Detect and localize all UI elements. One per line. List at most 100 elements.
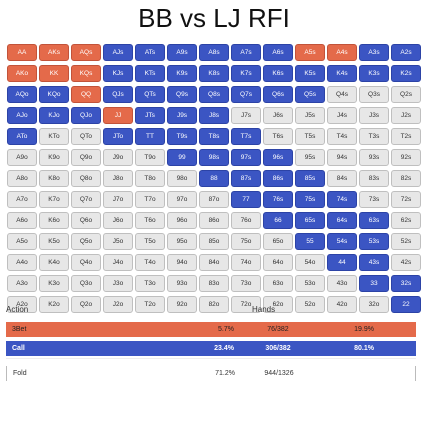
hand-cell[interactable]: K4s xyxy=(327,65,357,82)
hand-cell[interactable]: A3o xyxy=(7,275,37,292)
hand-cell[interactable]: J3o xyxy=(103,275,133,292)
hand-cell[interactable]: Q2o xyxy=(71,296,101,313)
hand-cell[interactable]: A9o xyxy=(7,149,37,166)
hand-cell[interactable]: J7s xyxy=(231,107,261,124)
hand-cell[interactable]: T4s xyxy=(327,128,357,145)
hand-cell[interactable]: ATs xyxy=(135,44,165,61)
hand-cell[interactable]: 64o xyxy=(263,254,293,271)
hand-cell[interactable]: 76s xyxy=(263,191,293,208)
hand-cell[interactable]: J9o xyxy=(103,149,133,166)
hand-cell[interactable]: 66 xyxy=(263,212,293,229)
hand-cell[interactable]: 72s xyxy=(391,191,421,208)
hand-cell[interactable]: 22 xyxy=(391,296,421,313)
hand-cell[interactable]: K7s xyxy=(231,65,261,82)
hand-cell[interactable]: 85s xyxy=(295,170,325,187)
hand-cell[interactable]: T6o xyxy=(135,212,165,229)
hand-cell[interactable]: 93o xyxy=(167,275,197,292)
hand-cell[interactable]: Q8s xyxy=(199,86,229,103)
hand-cell[interactable]: QJs xyxy=(103,86,133,103)
hand-cell[interactable]: Q4s xyxy=(327,86,357,103)
hand-cell[interactable]: T9o xyxy=(135,149,165,166)
action-row-3bet[interactable]: 3Bet 5.7% 76/382 19.9% xyxy=(6,322,416,337)
hand-cell[interactable]: 52s xyxy=(391,233,421,250)
hand-cell[interactable]: 94s xyxy=(327,149,357,166)
hand-cell[interactable]: T5s xyxy=(295,128,325,145)
hand-cell[interactable]: AJo xyxy=(7,107,37,124)
hand-cell[interactable]: 62s xyxy=(391,212,421,229)
hand-cell[interactable]: K2s xyxy=(391,65,421,82)
hand-cell[interactable]: Q7s xyxy=(231,86,261,103)
hand-cell[interactable]: KJs xyxy=(103,65,133,82)
hand-cell[interactable]: AQo xyxy=(7,86,37,103)
hand-cell[interactable]: J4s xyxy=(327,107,357,124)
hand-cell[interactable]: KQo xyxy=(39,86,69,103)
hand-cell[interactable]: 63o xyxy=(263,275,293,292)
hand-cell[interactable]: JTo xyxy=(103,128,133,145)
hand-cell[interactable]: 94o xyxy=(167,254,197,271)
hand-cell[interactable]: K8o xyxy=(39,170,69,187)
hand-cell[interactable]: JJ xyxy=(103,107,133,124)
hand-cell[interactable]: Q6s xyxy=(263,86,293,103)
hand-cell[interactable]: K3s xyxy=(359,65,389,82)
hand-cell[interactable]: A2o xyxy=(7,296,37,313)
hand-cell[interactable]: 82o xyxy=(199,296,229,313)
hand-cell[interactable]: J5o xyxy=(103,233,133,250)
hand-cell[interactable]: A5o xyxy=(7,233,37,250)
hand-cell[interactable]: 63s xyxy=(359,212,389,229)
hand-cell[interactable]: 97o xyxy=(167,191,197,208)
hand-cell[interactable]: 93s xyxy=(359,149,389,166)
hand-cell[interactable]: T8o xyxy=(135,170,165,187)
hand-cell[interactable]: 87o xyxy=(199,191,229,208)
hand-cell[interactable]: A4s xyxy=(327,44,357,61)
hand-cell[interactable]: Q2s xyxy=(391,86,421,103)
hand-cell[interactable]: 33 xyxy=(359,275,389,292)
hand-cell[interactable]: AKo xyxy=(7,65,37,82)
hand-cell[interactable]: 54o xyxy=(295,254,325,271)
hand-cell[interactable]: AJs xyxy=(103,44,133,61)
hand-cell[interactable]: 54s xyxy=(327,233,357,250)
hand-cell[interactable]: 32s xyxy=(391,275,421,292)
hand-cell[interactable]: QJo xyxy=(71,107,101,124)
hand-cell[interactable]: 87s xyxy=(231,170,261,187)
hand-cell[interactable]: A9s xyxy=(167,44,197,61)
hand-cell[interactable]: A2s xyxy=(391,44,421,61)
hand-cell[interactable]: 98s xyxy=(199,149,229,166)
hand-cell[interactable]: 52o xyxy=(295,296,325,313)
hand-cell[interactable]: 92s xyxy=(391,149,421,166)
hand-cell[interactable]: 72o xyxy=(231,296,261,313)
hand-cell[interactable]: KTs xyxy=(135,65,165,82)
hand-cell[interactable]: Q5s xyxy=(295,86,325,103)
hand-cell[interactable]: J7o xyxy=(103,191,133,208)
hand-cell[interactable]: T2o xyxy=(135,296,165,313)
hand-cell[interactable]: 64s xyxy=(327,212,357,229)
hand-cell[interactable]: A8o xyxy=(7,170,37,187)
hand-cell[interactable]: 84s xyxy=(327,170,357,187)
hand-cell[interactable]: 86s xyxy=(263,170,293,187)
hand-cell[interactable]: A7o xyxy=(7,191,37,208)
hand-cell[interactable]: A3s xyxy=(359,44,389,61)
hand-cell[interactable]: Q5o xyxy=(71,233,101,250)
hand-cell[interactable]: 96o xyxy=(167,212,197,229)
hand-cell[interactable]: JTs xyxy=(135,107,165,124)
hand-cell[interactable]: 32o xyxy=(359,296,389,313)
hand-cell[interactable]: 97s xyxy=(231,149,261,166)
hand-cell[interactable]: A5s xyxy=(295,44,325,61)
hand-cell[interactable]: T2s xyxy=(391,128,421,145)
hand-cell[interactable]: Q4o xyxy=(71,254,101,271)
hand-cell[interactable]: A4o xyxy=(7,254,37,271)
hand-cell[interactable]: J5s xyxy=(295,107,325,124)
hand-cell[interactable]: 83o xyxy=(199,275,229,292)
hand-cell[interactable]: T3s xyxy=(359,128,389,145)
hand-cell[interactable]: Q7o xyxy=(71,191,101,208)
hand-cell[interactable]: 95s xyxy=(295,149,325,166)
action-row-call[interactable]: Call 23.4% 306/382 80.1% xyxy=(6,341,416,356)
hand-cell[interactable]: Q3s xyxy=(359,86,389,103)
hand-cell[interactable]: T6s xyxy=(263,128,293,145)
hand-cell[interactable]: A6s xyxy=(263,44,293,61)
hand-cell[interactable]: Q8o xyxy=(71,170,101,187)
hand-cell[interactable]: 84o xyxy=(199,254,229,271)
hand-cell[interactable]: 99 xyxy=(167,149,197,166)
hand-cell[interactable]: 53o xyxy=(295,275,325,292)
hand-cell[interactable]: KTo xyxy=(39,128,69,145)
hand-cell[interactable]: Q9s xyxy=(167,86,197,103)
